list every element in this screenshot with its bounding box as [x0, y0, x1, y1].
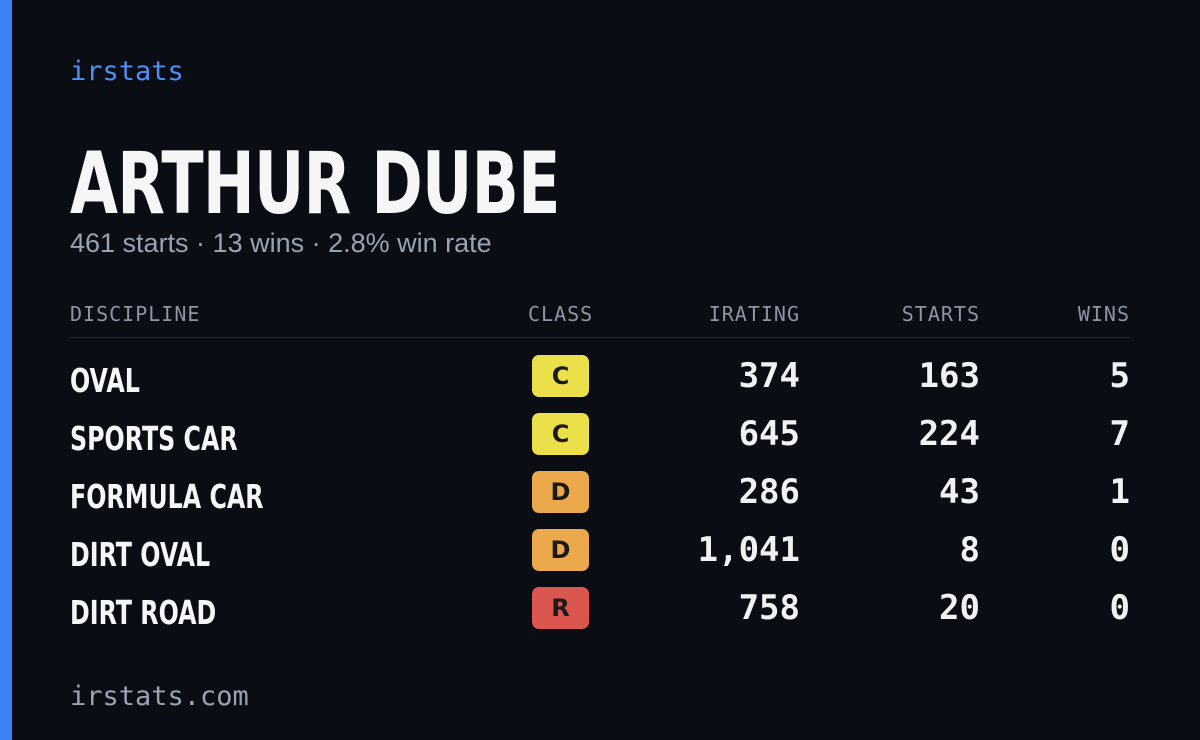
wins: 7 [1109, 414, 1130, 454]
discipline: OVAL [70, 361, 140, 400]
subtitle: 461 starts · 13 wins · 2.8% win rate [70, 228, 492, 258]
wins: 0 [1109, 588, 1130, 628]
irating: 758 [738, 588, 800, 628]
discipline: DIRT ROAD [70, 593, 217, 632]
irating: 645 [738, 414, 800, 454]
irating: 1,041 [697, 530, 800, 570]
column-header: IRATING [708, 302, 800, 326]
irating: 286 [738, 472, 800, 512]
column-header: CLASS [528, 302, 594, 326]
player-name: ARTHUR DUBE [70, 134, 560, 234]
column-header: DISCIPLINE [70, 302, 201, 326]
footer: irstats.com [70, 681, 249, 712]
brand: irstats [70, 56, 184, 87]
starts: 224 [918, 414, 980, 454]
discipline: FORMULA CAR [70, 477, 264, 516]
class-badge: R [532, 587, 589, 629]
accent-bar [0, 0, 12, 740]
column-header: WINS [1077, 302, 1130, 326]
wins: 1 [1109, 472, 1130, 512]
starts: 20 [939, 588, 980, 628]
irating: 374 [738, 356, 800, 396]
starts: 8 [959, 530, 980, 570]
starts: 163 [918, 356, 980, 396]
discipline: DIRT OVAL [70, 535, 211, 574]
header-rule [70, 337, 1130, 338]
wins: 0 [1109, 530, 1130, 570]
class-badge: C [532, 413, 589, 455]
starts: 43 [939, 472, 980, 512]
class-badge: C [532, 355, 589, 397]
class-badge: D [532, 471, 589, 513]
class-badge: D [532, 529, 589, 571]
column-header: STARTS [901, 302, 980, 326]
wins: 5 [1109, 356, 1130, 396]
discipline: SPORTS CAR [70, 419, 238, 458]
